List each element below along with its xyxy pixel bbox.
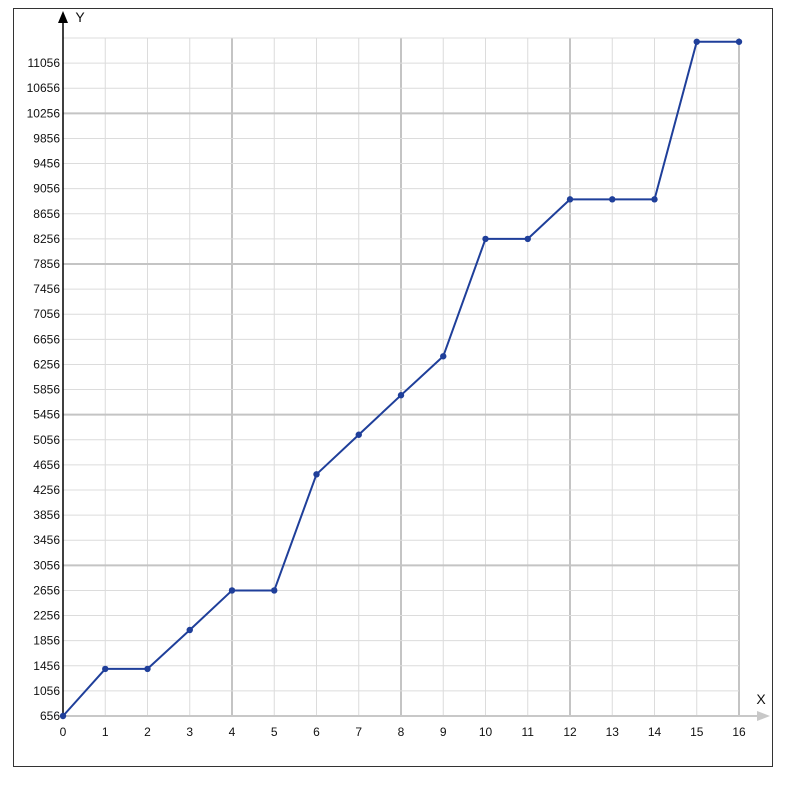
y-tick-label: 8656 (33, 207, 60, 221)
x-tick-label: 7 (355, 725, 362, 739)
x-tick-label: 5 (271, 725, 278, 739)
y-tick-label: 10656 (27, 81, 61, 95)
x-tick-label: 0 (60, 725, 67, 739)
y-tick-label: 656 (40, 709, 60, 723)
x-tick-label: 10 (479, 725, 493, 739)
x-tick-label: 3 (186, 725, 193, 739)
y-tick-label: 11056 (28, 56, 61, 70)
x-tick-label: 9 (440, 725, 447, 739)
y-tick-label: 6656 (33, 332, 60, 346)
y-tick-label: 5456 (33, 408, 60, 422)
y-tick-label: 9056 (33, 182, 60, 196)
data-point (186, 626, 193, 634)
y-tick-label: 7056 (33, 307, 60, 321)
data-point (482, 235, 489, 243)
y-tick-label: 8256 (33, 232, 60, 246)
x-tick-label: 6 (313, 725, 320, 739)
data-point (102, 665, 109, 673)
x-tick-label: 8 (398, 725, 405, 739)
x-tick-label: 16 (732, 725, 746, 739)
y-tick-label: 10256 (27, 106, 61, 120)
data-point (609, 196, 616, 203)
x-tick-label: 4 (229, 725, 236, 739)
y-tick-label: 3856 (33, 508, 60, 522)
x-axis-arrow-icon (757, 711, 770, 721)
data-point (144, 665, 151, 673)
x-axis-title: X (756, 691, 766, 707)
data-point (651, 196, 658, 203)
data-point (440, 353, 447, 360)
y-tick-label: 9456 (33, 157, 60, 171)
y-tick-label: 2256 (33, 609, 60, 623)
data-point (566, 196, 574, 203)
data-point (313, 471, 320, 478)
data-point (228, 587, 236, 594)
y-axis-arrow-icon (58, 11, 68, 23)
x-tick-label: 13 (606, 725, 620, 739)
data-point (397, 392, 405, 399)
data-point (693, 38, 700, 45)
x-tick-label: 14 (648, 725, 662, 739)
data-point (524, 235, 531, 243)
x-tick-label: 11 (522, 725, 535, 739)
x-tick-label: 2 (144, 725, 151, 739)
y-tick-label: 2656 (33, 583, 60, 597)
y-tick-label: 1856 (33, 634, 60, 648)
y-tick-label: 3456 (33, 533, 60, 547)
y-tick-label: 6256 (33, 357, 60, 371)
y-tick-label: 7856 (33, 257, 60, 271)
x-tick-label: 15 (690, 725, 704, 739)
y-tick-label: 4256 (33, 483, 60, 497)
y-tick-label: 3056 (33, 558, 60, 572)
data-point (271, 587, 278, 594)
x-tick-label: 1 (102, 725, 109, 739)
y-tick-label: 7456 (33, 282, 60, 296)
y-tick-label: 1056 (33, 684, 60, 698)
y-tick-label: 5056 (33, 433, 60, 447)
y-axis-title: Y (75, 9, 85, 25)
y-tick-label: 5856 (33, 383, 60, 397)
data-point (735, 38, 743, 45)
y-tick-label: 9856 (33, 131, 60, 145)
data-point (59, 712, 67, 720)
y-tick-label: 1456 (33, 659, 60, 673)
y-tick-label: 4656 (33, 458, 60, 472)
x-tick-label: 12 (563, 725, 577, 739)
data-point (355, 431, 362, 438)
